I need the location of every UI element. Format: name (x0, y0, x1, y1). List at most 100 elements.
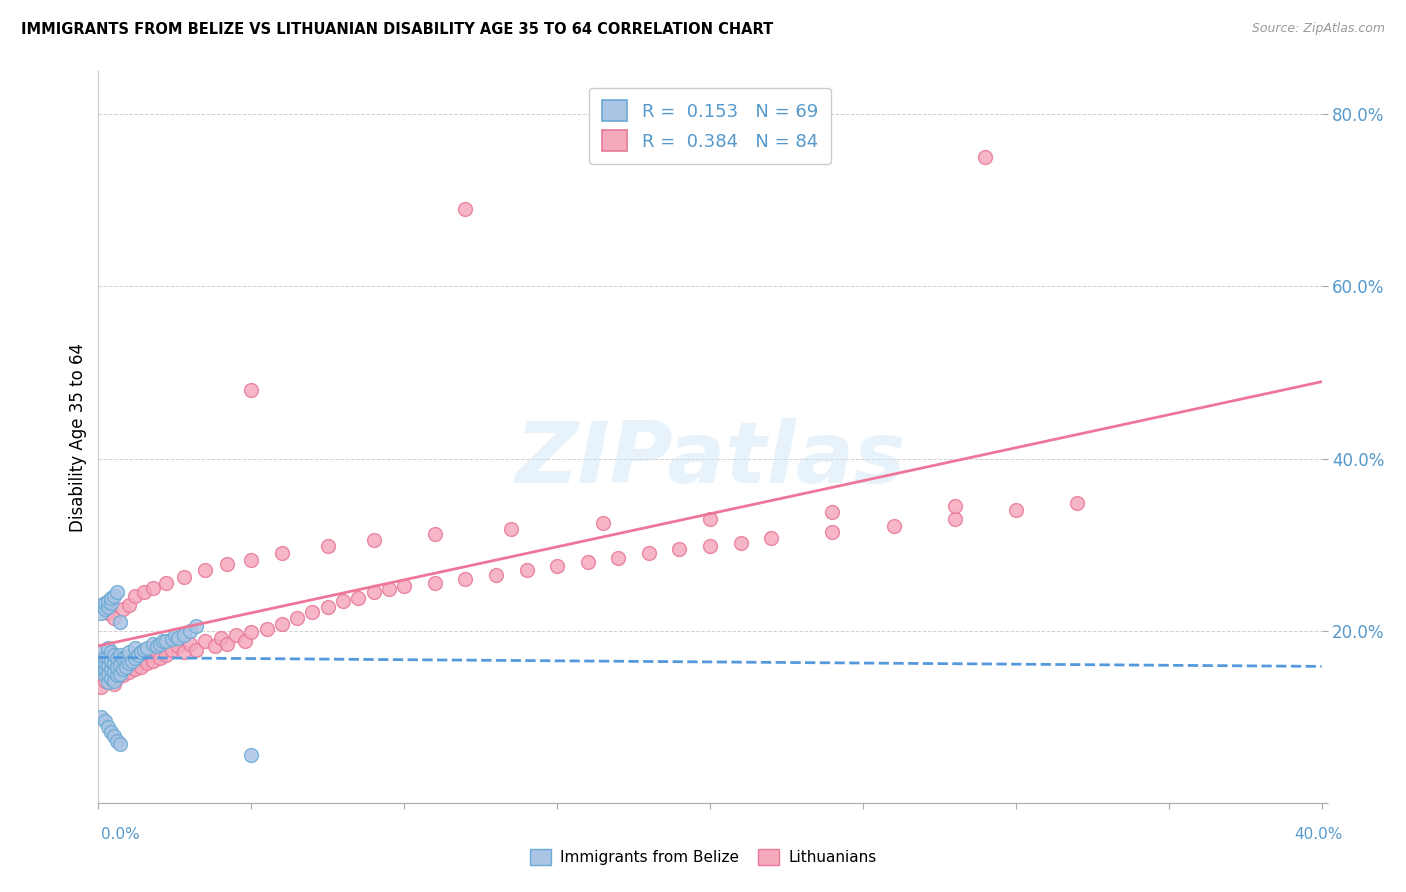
Point (270, 616, 292, 631)
Point (93, 662, 115, 676)
Point (1066, 496, 1088, 510)
Point (699, 540, 721, 554)
Point (103, 729, 125, 743)
Point (90, 607, 112, 621)
Point (129, 645, 152, 659)
Point (142, 637, 165, 651)
Point (97, 720, 120, 734)
Text: 0.0%: 0.0% (101, 827, 141, 841)
Point (100, 645, 122, 659)
Point (668, 541, 690, 556)
Point (111, 662, 134, 676)
Point (134, 585, 156, 599)
Point (240, 625, 263, 640)
Point (516, 564, 538, 578)
Point (111, 651, 134, 665)
Point (93, 602, 115, 616)
Point (134, 642, 156, 657)
Point (121, 654, 143, 668)
Point (943, 512, 966, 526)
Point (173, 645, 195, 659)
Point (97, 658, 120, 673)
Legend: R =  0.153   N = 69, R =  0.384   N = 84: R = 0.153 N = 69, R = 0.384 N = 84 (589, 87, 831, 164)
Point (124, 589, 146, 603)
Point (108, 658, 131, 673)
Point (699, 512, 721, 526)
Point (103, 657, 125, 671)
Point (149, 651, 172, 665)
Point (139, 648, 162, 662)
Point (115, 649, 138, 664)
Point (160, 642, 183, 657)
Point (378, 582, 401, 597)
Legend: Immigrants from Belize, Lithuanians: Immigrants from Belize, Lithuanians (523, 843, 883, 871)
Point (105, 585, 128, 599)
Point (423, 576, 446, 591)
Point (759, 531, 782, 545)
Point (97, 666, 120, 681)
Point (111, 668, 134, 682)
Point (607, 550, 630, 565)
Point (136, 657, 159, 671)
Point (97, 593, 120, 607)
Point (100, 654, 122, 668)
Point (103, 648, 125, 662)
Point (90, 598, 112, 612)
Point (121, 657, 143, 671)
Point (821, 524, 844, 539)
Point (111, 602, 134, 616)
Point (108, 615, 131, 629)
Point (167, 639, 190, 653)
Point (103, 665, 125, 679)
Point (155, 634, 177, 648)
Point (240, 383, 263, 397)
Point (152, 634, 174, 648)
Point (215, 557, 238, 571)
Point (93, 657, 115, 671)
Point (93, 714, 115, 728)
Point (118, 598, 141, 612)
Point (423, 527, 446, 541)
Point (93, 668, 115, 682)
Point (209, 631, 232, 645)
Point (730, 536, 752, 550)
Point (363, 585, 385, 599)
Point (100, 671, 122, 685)
Point (240, 553, 263, 567)
Point (256, 622, 278, 636)
Point (100, 665, 122, 679)
Point (97, 607, 120, 621)
Text: 40.0%: 40.0% (1295, 827, 1343, 841)
Point (100, 725, 122, 739)
Point (204, 639, 226, 653)
Point (105, 668, 128, 682)
Point (97, 649, 120, 664)
Point (821, 505, 844, 519)
Point (347, 591, 370, 605)
Point (115, 660, 138, 674)
Point (392, 579, 416, 593)
Point (90, 654, 112, 668)
Point (145, 645, 167, 659)
Point (129, 660, 152, 674)
Point (363, 533, 385, 548)
Point (270, 546, 292, 560)
Point (186, 619, 208, 633)
Point (285, 611, 308, 625)
Point (142, 581, 165, 595)
Point (127, 654, 149, 668)
Point (160, 632, 183, 647)
Point (186, 642, 208, 657)
Point (155, 648, 177, 662)
Point (90, 645, 112, 659)
Point (100, 596, 122, 610)
Point (115, 660, 138, 674)
Point (149, 637, 172, 651)
Point (240, 748, 263, 763)
Y-axis label: Disability Age 35 to 64: Disability Age 35 to 64 (69, 343, 87, 532)
Point (173, 628, 195, 642)
Point (943, 499, 966, 513)
Point (90, 710, 112, 724)
Point (97, 599, 120, 614)
Point (97, 640, 120, 655)
